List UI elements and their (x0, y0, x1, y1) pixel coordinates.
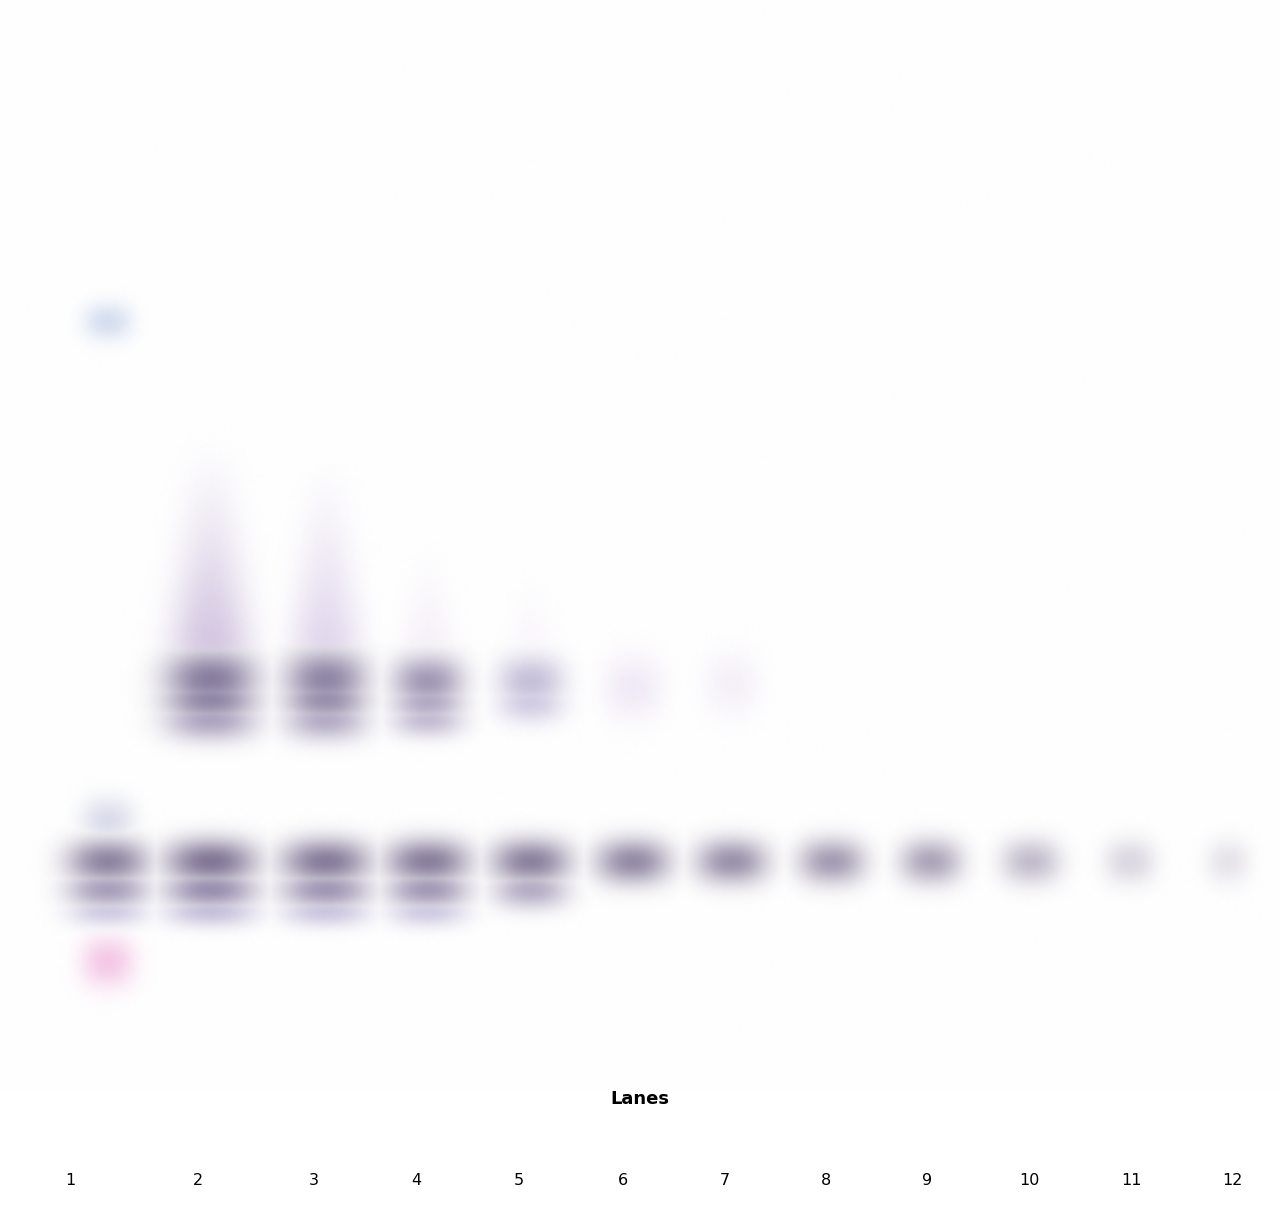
Text: 8: 8 (820, 1172, 831, 1188)
Text: 11: 11 (1121, 1172, 1142, 1188)
Text: 4: 4 (411, 1172, 421, 1188)
Text: 5: 5 (513, 1172, 524, 1188)
Text: 3: 3 (308, 1172, 319, 1188)
Text: 9: 9 (922, 1172, 932, 1188)
Text: Lanes: Lanes (611, 1090, 669, 1108)
Text: 12: 12 (1222, 1172, 1243, 1188)
Text: 6: 6 (618, 1172, 628, 1188)
Text: 10: 10 (1019, 1172, 1039, 1188)
Text: 7: 7 (719, 1172, 730, 1188)
Text: 2: 2 (193, 1172, 204, 1188)
Text: 1: 1 (65, 1172, 76, 1188)
